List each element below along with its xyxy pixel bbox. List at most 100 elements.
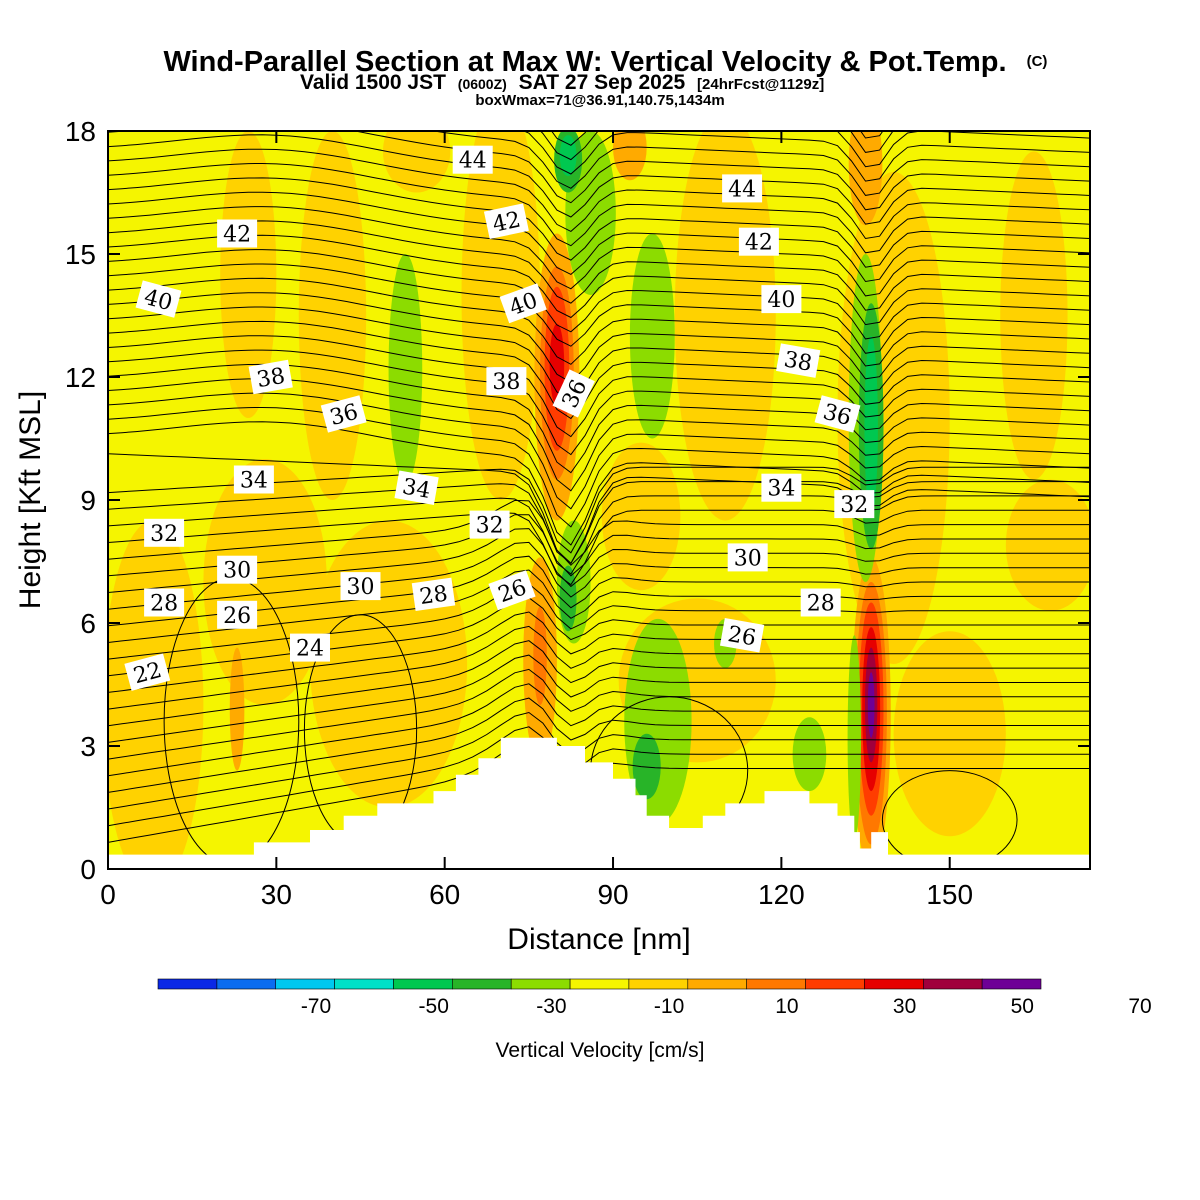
subtitle-date: SAT 27 Sep 2025 — [519, 71, 686, 94]
isentrope-label-26: 26 — [719, 618, 765, 653]
velocity-cell-7 — [674, 131, 776, 521]
svg-text:30: 30 — [347, 575, 375, 600]
colorbar-swatch — [393, 978, 453, 990]
terrain-mask — [108, 737, 1090, 869]
isentrope-label-32: 32 — [144, 518, 185, 547]
svg-text:28: 28 — [418, 581, 449, 610]
colorbar-swatch — [746, 978, 806, 990]
isentrope-label-32: 32 — [469, 510, 510, 539]
subtitle-forecast: [24hrFcst@1129z] — [697, 76, 824, 93]
isentrope-line — [108, 583, 1090, 660]
isentrope-label-42: 42 — [217, 219, 258, 248]
isentrope-line — [108, 277, 1090, 367]
isentrope-line — [108, 349, 1090, 456]
isentrope-line — [108, 453, 1090, 565]
svg-text:38: 38 — [255, 364, 287, 393]
isentrope-line — [108, 726, 1090, 827]
subtitle-zulu: (0600Z) — [458, 76, 507, 92]
svg-text:40: 40 — [767, 288, 795, 313]
svg-text:34: 34 — [240, 469, 268, 494]
colorbar-swatch — [157, 978, 218, 990]
svg-text:34: 34 — [400, 474, 432, 503]
isentrope-line — [108, 220, 1090, 311]
y-tick-label: 12 — [65, 362, 96, 393]
colorbar-swatch — [687, 978, 747, 990]
velocity-cell-41 — [847, 635, 862, 841]
isentrope-label-28: 28 — [411, 577, 456, 611]
velocity-cell-10 — [1005, 479, 1090, 611]
svg-text:44: 44 — [728, 177, 756, 202]
velocity-cell-36 — [864, 336, 878, 517]
colorbar-swatch — [628, 978, 689, 990]
svg-text:44: 44 — [459, 149, 487, 174]
isentrope-label-34: 34 — [761, 473, 802, 502]
isentrope-line — [108, 611, 1090, 693]
velocity-cell-40 — [632, 733, 661, 800]
isentrope-line — [108, 555, 1090, 627]
isentrope-label-22: 22 — [124, 653, 171, 691]
colorbar-tick-label: 10 — [775, 995, 798, 1018]
isentrope-line — [522, 131, 1090, 182]
isentrope-label-34: 34 — [233, 465, 274, 494]
colorbar-tick-label: -50 — [419, 995, 449, 1018]
isentrope-line — [108, 320, 1090, 420]
y-tick-label: 6 — [80, 608, 96, 639]
velocity-cell-28 — [867, 672, 875, 738]
colorbar-tick-label: 50 — [1011, 995, 1034, 1018]
isentrope-line — [108, 509, 1090, 586]
isentrope-label-30: 30 — [217, 555, 258, 584]
velocity-cell-9 — [1000, 151, 1068, 480]
colorbar-swatch — [510, 978, 571, 990]
x-tick-label: 30 — [261, 879, 292, 910]
svg-text:38: 38 — [492, 370, 520, 395]
velocity-cell-11 — [893, 631, 1006, 837]
isentrope-label-40: 40 — [761, 285, 802, 314]
isentrope-label-28: 28 — [800, 588, 841, 617]
velocity-cell-30 — [629, 233, 675, 439]
colorbar-swatch — [864, 978, 924, 990]
velocity-cell-29 — [388, 253, 423, 484]
isentrope-line — [108, 528, 1090, 593]
isentrope-line — [108, 148, 1090, 240]
chart-subtitle: Valid 1500 JST (0600Z) SAT 27 Sep 2025 [… — [300, 71, 824, 94]
x-tick-label: 120 — [758, 879, 805, 910]
isentrope-label-30: 30 — [727, 543, 768, 572]
velocity-cell-12 — [220, 131, 277, 418]
isentrope-label-44: 44 — [722, 174, 763, 203]
colorbar: -70 -50 -30 -10 10 30 50 70 — [157, 978, 1152, 1018]
isentrope-line — [108, 481, 1090, 565]
isentrope-line — [108, 514, 1090, 577]
isentrope-line — [108, 206, 1090, 297]
chart-title-copyright: (C) — [1027, 53, 1048, 70]
colorbar-tick-label: -70 — [301, 995, 331, 1018]
svg-text:24: 24 — [296, 637, 324, 662]
y-axis-ticks: 0 3 6 9 12 15 18 — [65, 116, 1090, 885]
velocity-cell-22 — [533, 606, 547, 705]
colorbar-tick-label: 30 — [893, 995, 916, 1018]
velocity-cell-13 — [382, 131, 451, 193]
subtitle-valid: Valid 1500 JST — [300, 71, 446, 94]
isentrope-line — [108, 495, 1090, 575]
isentrope-line — [108, 668, 1090, 760]
colorbar-swatch — [275, 978, 335, 990]
isentrope-line — [108, 654, 1090, 743]
x-tick-label: 0 — [100, 879, 116, 910]
colorbar-label: Vertical Velocity [cm/s] — [496, 1039, 705, 1062]
y-tick-label: 9 — [80, 485, 96, 516]
velocity-cell-15 — [613, 131, 647, 181]
colorbar-tick-label: 70 — [1128, 995, 1151, 1018]
y-tick-label: 15 — [65, 239, 96, 270]
isentrope-line — [108, 541, 1090, 610]
isentrope-line — [108, 640, 1090, 727]
isentrope-label-38: 38 — [776, 343, 821, 378]
isentrope-label-42: 42 — [738, 227, 779, 256]
isentrope-label-38: 38 — [486, 367, 527, 396]
colorbar-swatch — [569, 978, 630, 990]
svg-text:34: 34 — [767, 477, 795, 502]
x-tick-label: 60 — [429, 879, 460, 910]
velocity-cell-33 — [559, 135, 577, 177]
y-tick-label: 18 — [65, 116, 96, 147]
